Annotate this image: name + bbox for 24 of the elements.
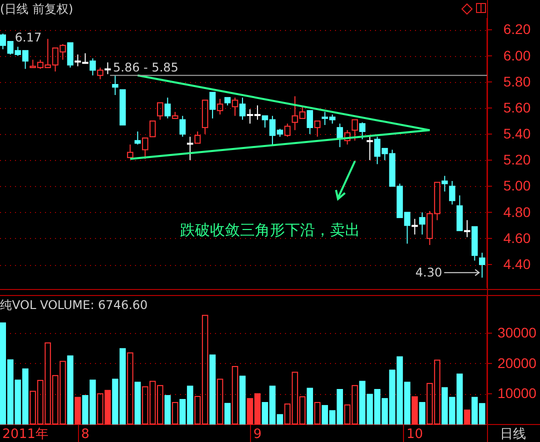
y-tick-label: 4.80 [503,204,531,220]
y-tick-label: 6.20 [503,21,531,38]
annotation: 4.30 [415,266,442,280]
y-tick-label: 10000 [498,385,537,402]
chart-title: 纯VOL VOLUME: 6746.60 [0,298,148,312]
annotation: 6.17 [14,30,42,45]
y-tick-label: 5.80 [503,73,531,90]
y-tick-label: 5.40 [503,126,531,142]
y-tick-label: 4.40 [503,256,531,272]
x-tick-label: 2011年 [2,427,48,442]
annotation: 5.86 - 5.85 [113,60,178,74]
y-tick-label: 20000 [498,354,537,371]
y-tick-label: 5.00 [503,178,531,194]
y-tick-label: 30000 [498,324,537,341]
chart-title: (日线 前复权) [0,2,74,16]
x-tick-label: 9 [253,427,262,442]
text: 日线 [500,427,526,442]
y-tick-label: 5.60 [503,99,531,116]
y-tick-label: 4.60 [503,230,531,246]
y-tick-label: 6.00 [503,47,531,64]
x-tick-label: 10 [406,427,424,442]
annotation: 跌破收敛三角形下沿，卖出 [180,221,360,239]
y-tick-label: 5.20 [503,152,531,168]
x-tick-label: 8 [81,427,90,442]
